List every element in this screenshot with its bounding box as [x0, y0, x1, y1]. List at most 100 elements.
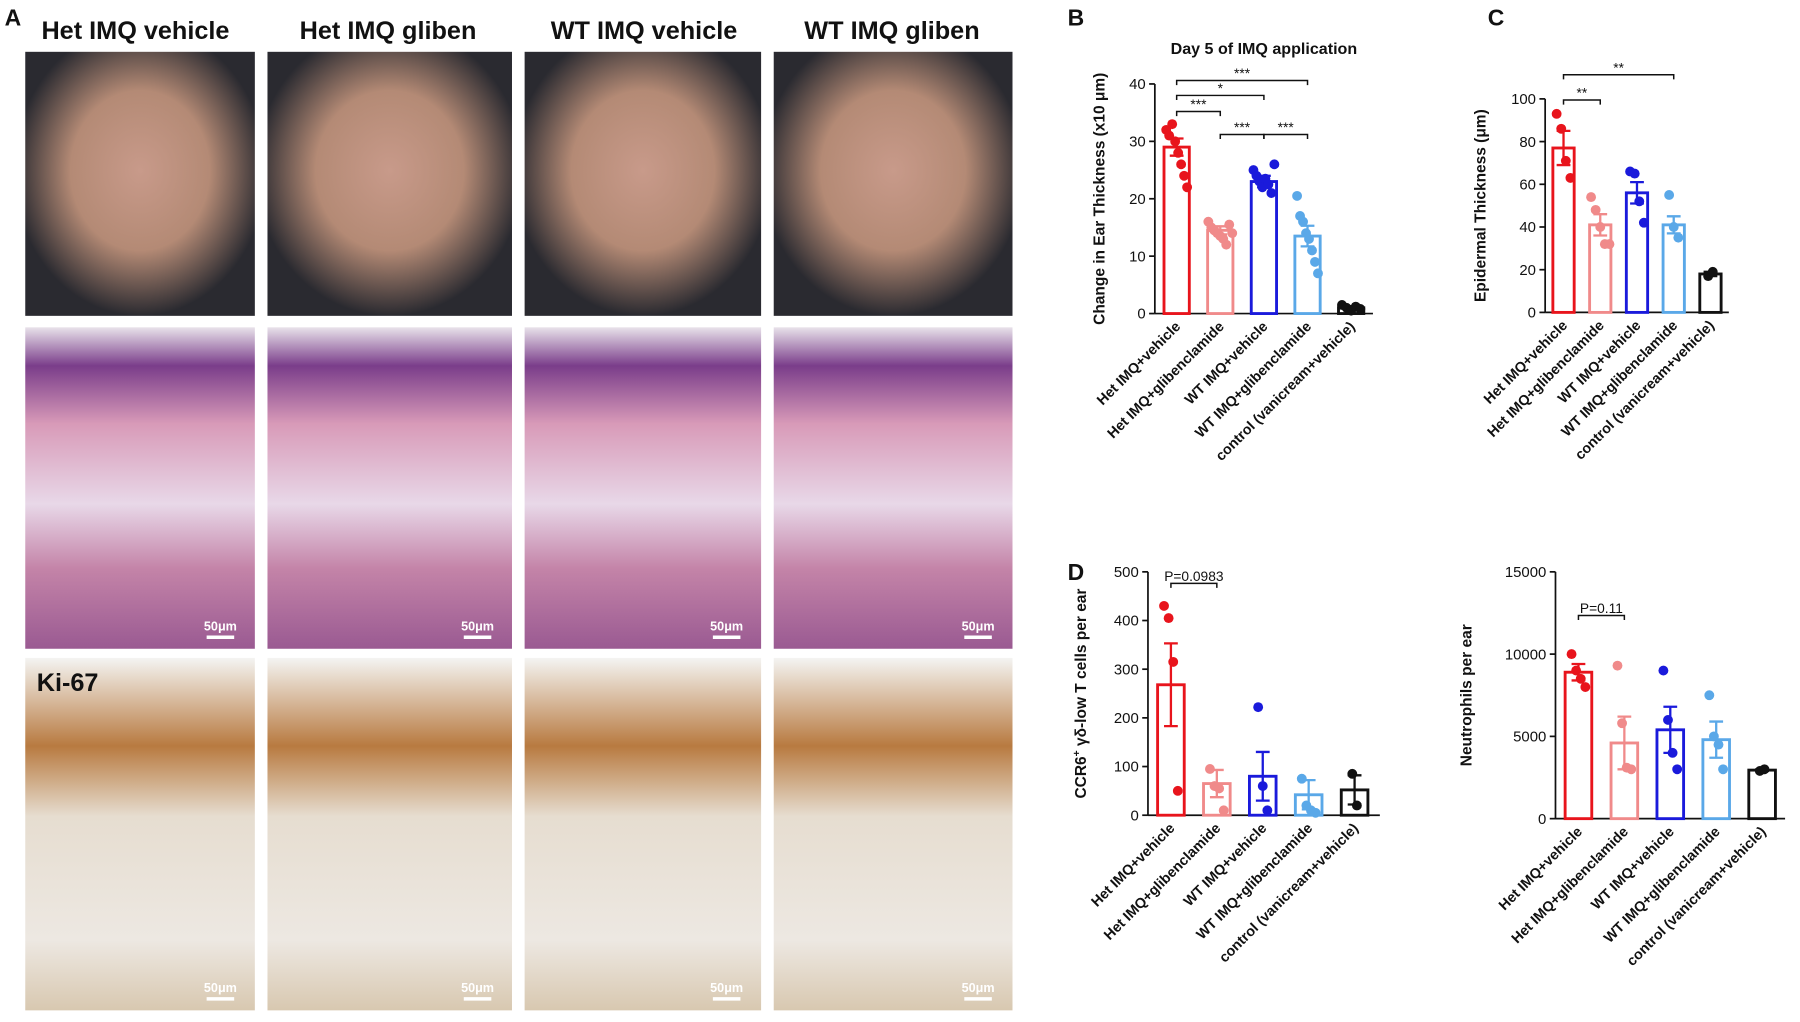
data-point: [1663, 714, 1673, 725]
y-tick-label: 100: [1511, 91, 1536, 108]
significance-bracket: [1170, 582, 1218, 588]
he-stain-photo: [773, 327, 1013, 649]
y-tick-label: 30: [1129, 134, 1146, 151]
data-point: [1668, 222, 1679, 232]
significance-label: P=0.0983: [1164, 569, 1224, 584]
data-point: [1565, 172, 1576, 183]
x-tick-label: WT IMQ+vehicle: [1181, 820, 1270, 909]
data-point: [1571, 665, 1582, 676]
significance-label: *: [1218, 81, 1224, 96]
y-tick-label: 400: [1114, 613, 1139, 630]
data-point: [1718, 764, 1729, 775]
y-tick-label: 100: [1114, 759, 1139, 776]
y-tick-label: 300: [1114, 661, 1139, 678]
data-point: [1179, 170, 1190, 181]
data-point: [1269, 159, 1280, 170]
y-tick-label: 40: [1519, 219, 1536, 236]
data-point: [1617, 718, 1628, 729]
bar: [1747, 768, 1777, 821]
data-point: [1759, 764, 1770, 775]
scale-bar-label: 50μm: [204, 981, 237, 995]
significance-bracket: [1263, 133, 1309, 140]
data-point: [1580, 682, 1591, 692]
data-point: [1176, 159, 1187, 170]
data-point: [1708, 731, 1719, 742]
y-tick-label: 60: [1519, 176, 1536, 193]
ear-photo: [773, 51, 1013, 316]
y-tick-label: 10: [1129, 248, 1146, 265]
data-point: [1221, 239, 1232, 250]
data-point: [1664, 190, 1675, 200]
he-stain-photo: [524, 327, 762, 649]
data-point: [1638, 217, 1649, 228]
data-point: [1566, 649, 1577, 660]
data-point: [1173, 147, 1184, 158]
data-point: [1590, 204, 1601, 215]
data-point: [1163, 613, 1174, 624]
ki67-stain-photo: [25, 657, 255, 1011]
panel-label: C: [1488, 4, 1505, 30]
data-point: [1159, 600, 1169, 611]
data-point: [1658, 665, 1669, 676]
data-point: [1182, 182, 1193, 193]
column-title: Het IMQ gliben: [300, 17, 477, 45]
data-point: [1262, 805, 1273, 816]
data-point: [1310, 807, 1321, 818]
x-tick-label: WT IMQ+vehicle: [1588, 824, 1677, 913]
panel-label: B: [1068, 4, 1085, 30]
y-tick-label: 500: [1114, 564, 1139, 581]
column-title: Het IMQ vehicle: [41, 17, 229, 45]
significance-bracket: [1175, 79, 1309, 86]
y-tick-label: 0: [1137, 306, 1145, 323]
significance-label: ***: [1234, 66, 1251, 81]
he-stain-photo: [25, 327, 255, 649]
y-axis-label-part: γδ-low T cells per ear: [1073, 589, 1090, 751]
data-point: [1355, 304, 1366, 314]
data-point: [1298, 216, 1308, 227]
y-axis-label-sup: +: [1072, 750, 1083, 756]
data-point: [1586, 192, 1597, 203]
data-point: [1266, 188, 1277, 198]
he-stain-photo: [267, 327, 512, 649]
data-point: [1556, 123, 1567, 134]
y-tick-label: 0: [1130, 807, 1138, 824]
chart-title: Day 5 of IMQ application: [1171, 40, 1358, 58]
y-tick-label: 15000: [1505, 564, 1546, 581]
scale-bar-label: 50μm: [962, 619, 995, 633]
scale-bar-label: 50μm: [962, 981, 995, 995]
ki67-stain-photo: [524, 657, 762, 1011]
data-point: [1168, 656, 1179, 667]
scale-bar-label: 50μm: [461, 981, 494, 995]
significance-bracket: [1562, 99, 1602, 105]
significance-label: **: [1577, 86, 1588, 101]
significance-label: ***: [1234, 120, 1251, 135]
y-tick-label: 0: [1528, 305, 1536, 322]
data-point: [1347, 768, 1358, 779]
data-point: [1713, 739, 1724, 750]
ear-photo: [524, 51, 762, 316]
y-axis-label: Neutrophils per ear: [1459, 624, 1476, 766]
data-point: [1292, 190, 1303, 201]
data-point: [1214, 783, 1225, 794]
data-point: [1167, 119, 1178, 130]
ki67-stain-photo: [267, 657, 512, 1011]
x-tick-label: Het IMQ+vehicle: [1496, 824, 1586, 914]
y-tick-label: 20: [1129, 191, 1146, 208]
significance-label: ***: [1190, 97, 1207, 112]
data-point: [1253, 702, 1264, 713]
y-tick-label: 5000: [1513, 729, 1546, 746]
data-point: [1296, 773, 1307, 784]
error-bar: [1255, 750, 1270, 802]
data-point: [1551, 108, 1562, 119]
data-point: [1672, 764, 1683, 775]
ki67-stain-photo: [773, 657, 1013, 1011]
data-point: [1257, 781, 1268, 791]
y-axis-label: Epidermal Thickness (μm): [1472, 109, 1489, 302]
panel-label: D: [1068, 559, 1085, 585]
significance-label: P=0.11: [1580, 601, 1623, 616]
y-axis-label: CCR6+ γδ-low T cells per ear: [1072, 589, 1090, 799]
column-title: WT IMQ vehicle: [551, 17, 738, 45]
error-bar: [1164, 642, 1178, 728]
data-point: [1634, 196, 1645, 207]
significance-bracket: [1577, 614, 1626, 621]
